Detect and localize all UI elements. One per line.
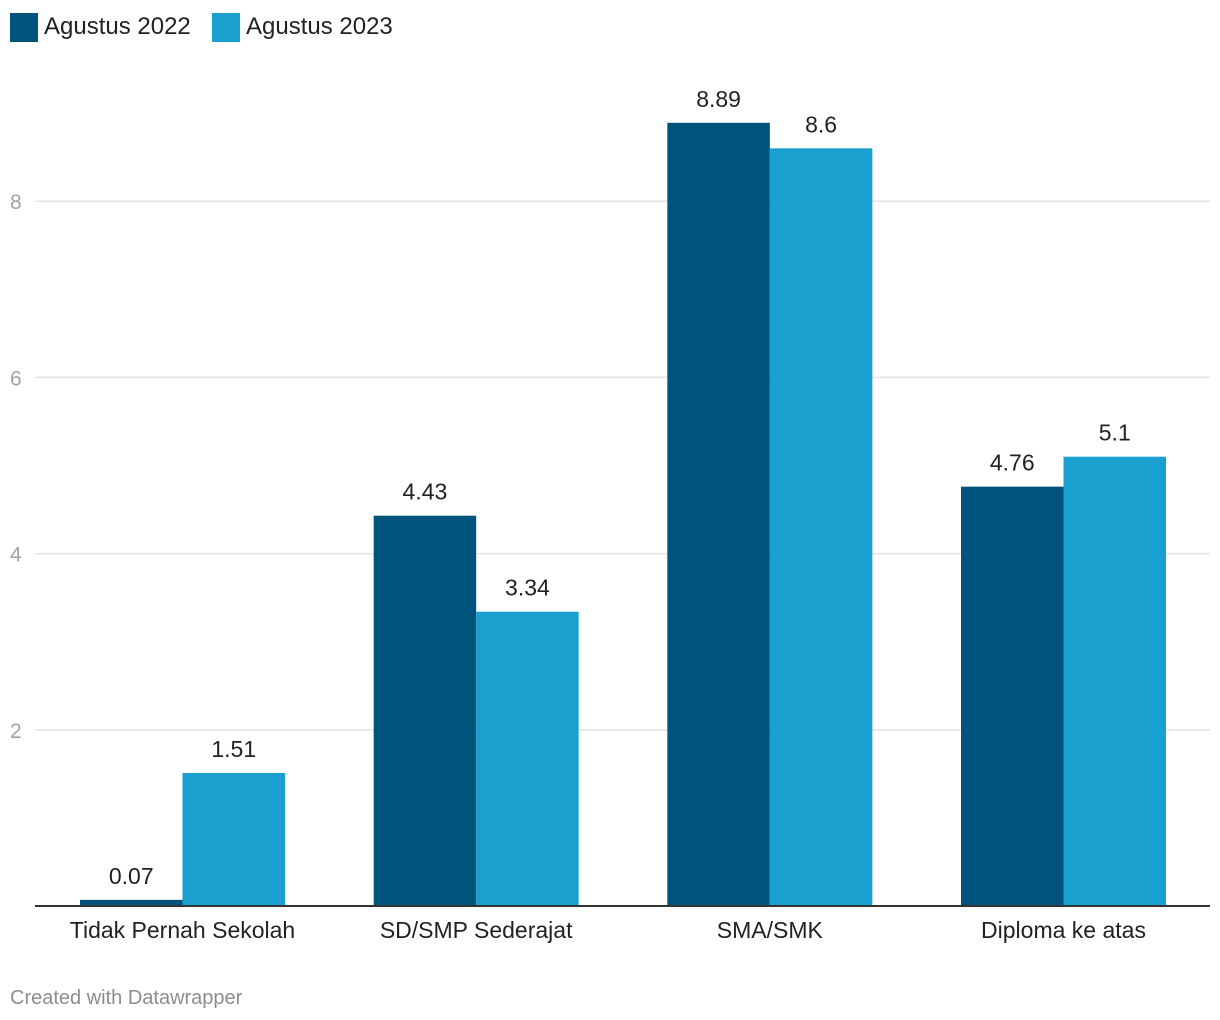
y-tick-label-2: 2: [10, 720, 22, 743]
credit-text: Created with Datawrapper: [10, 987, 243, 1009]
bar-1-series-2: [182, 772, 285, 906]
value-label-2-series-1: 4.43: [403, 479, 448, 505]
y-tick-label-6: 6: [10, 367, 22, 390]
value-label-2-series-2: 3.34: [505, 575, 550, 601]
value-label-3-series-2: 8.6: [805, 111, 837, 137]
bar-4-series-2: [1063, 456, 1167, 906]
category-label-2: SD/SMP Sederajat: [380, 917, 573, 943]
category-labels: Tidak Pernah Sekolah SD/SMP Sederajat SMA/…: [70, 917, 1146, 943]
value-label-1-series-2: 1.51: [211, 736, 256, 762]
bar-2-series-1: [373, 515, 477, 906]
category-label-4: Diploma ke atas: [981, 917, 1146, 943]
category-label-3: SMA/SMK: [717, 917, 824, 943]
bar-4-series-1: [961, 486, 1064, 906]
legend-label-1: Agustus 2022: [44, 13, 191, 40]
value-label-4-series-1: 4.76: [990, 450, 1035, 476]
bars: [80, 122, 1167, 907]
y-tick-label-8: 8: [10, 191, 22, 214]
value-label-4-series-2: 5.1: [1099, 420, 1131, 446]
value-label-1-series-1: 0.07: [109, 863, 154, 889]
legend: Agustus 2022 Agustus 2023: [10, 13, 393, 42]
bar-3-series-1: [667, 122, 770, 906]
value-labels: 0.07 1.51 4.43 3.34 8.89 8.6 4.76 5.1: [109, 86, 1131, 889]
category-label-1: Tidak Pernah Sekolah: [70, 917, 295, 943]
legend-label-2: Agustus 2023: [246, 13, 393, 40]
bar-2-series-2: [476, 611, 579, 906]
legend-swatch-1: [10, 13, 38, 42]
bar-3-series-2: [769, 148, 873, 907]
legend-swatch-2: [212, 13, 240, 42]
value-label-3-series-1: 8.89: [696, 86, 741, 112]
bar-1-series-1: [80, 899, 183, 906]
y-tick-label-4: 4: [10, 544, 22, 567]
